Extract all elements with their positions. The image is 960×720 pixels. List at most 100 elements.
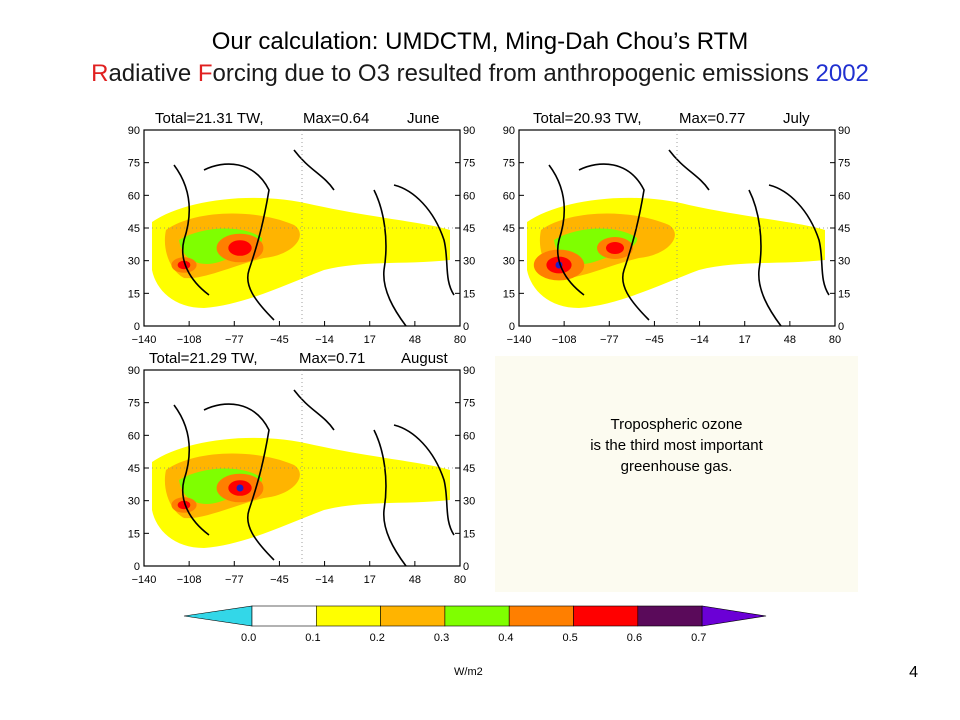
lon-tick-label: −108 (177, 334, 202, 346)
slide-title-line1: Our calculation: UMDCTM, Ming-Dah Chou’s… (211, 28, 749, 55)
lat-tick-label-left: 90 (128, 365, 140, 377)
lat-tick-label-right: 30 (463, 496, 475, 508)
forcing-region-0.6 (177, 260, 191, 270)
lon-tick-label: −14 (315, 574, 334, 586)
lat-tick-label-right: 90 (463, 365, 475, 377)
lat-tick-label-right: 15 (838, 288, 850, 300)
map-content (143, 129, 461, 327)
lat-tick-label-right: 75 (463, 158, 475, 170)
lon-tick-label: 17 (364, 334, 376, 346)
colorbar-tick-label: 0.7 (691, 632, 707, 644)
lat-tick-label-left: 0 (134, 321, 140, 333)
lon-tick-label: −45 (270, 334, 289, 346)
panel-max: Max=0.71 (299, 350, 366, 367)
lat-tick-label-left: 90 (128, 125, 140, 137)
map-panel-july: Total=20.93 TW, Max=0.77 July 90 90 75 75 60… (493, 110, 863, 350)
coastline (173, 389, 455, 567)
panel-max: Max=0.64 (303, 110, 370, 127)
colorbar-segment (315, 605, 381, 627)
lon-tick-label: 48 (409, 334, 421, 346)
lat-tick-label-right: 75 (838, 158, 850, 170)
lat-tick-label-left: 60 (128, 430, 140, 442)
lon-tick-label: 48 (409, 574, 421, 586)
note-line-2: is the third most important (590, 437, 763, 454)
lon-tick-label: −45 (645, 334, 664, 346)
panel-total: Total=20.93 TW, (533, 110, 642, 127)
colorbar-tick-label: 0.1 (305, 632, 321, 644)
lat-tick-label-left: 45 (503, 223, 515, 235)
title-text-1: adiative (108, 60, 198, 87)
lat-tick-label-left: 60 (128, 190, 140, 202)
colorbar-tick-label: 0.3 (433, 632, 450, 644)
lat-tick-label-right: 90 (838, 125, 850, 137)
lat-tick-label-left: 15 (128, 288, 140, 300)
map-panel-june: Total=21.31 TW, Max=0.64 June 90 90 75 75 60… (118, 110, 488, 350)
lat-tick-label-right: 0 (838, 321, 844, 333)
lon-tick-label: −140 (132, 574, 157, 586)
lat-tick-label-left: 30 (128, 256, 140, 268)
lat-tick-label-left: 75 (128, 158, 140, 170)
colorbar-tick-label: 0.5 (562, 632, 578, 644)
coastline (173, 149, 455, 327)
lat-tick-label-right: 75 (463, 398, 475, 410)
lon-tick-label: 17 (364, 574, 376, 586)
colorbar (183, 605, 767, 627)
lon-tick-label: −77 (600, 334, 619, 346)
note-text: Tropospheric ozone is the third most imp… (495, 414, 858, 477)
lat-tick-label-left: 15 (503, 288, 515, 300)
panel-month: August (401, 350, 448, 367)
lat-tick-label-right: 0 (463, 561, 469, 573)
slide-title-line2: Radiative Forcing due to O3 resulted fro… (0, 60, 960, 88)
page-number: 4 (909, 664, 918, 681)
note-line-3: greenhouse gas. (620, 458, 733, 475)
lat-tick-label-left: 30 (503, 256, 515, 268)
coastline (548, 149, 830, 327)
lat-tick-label-left: 60 (503, 190, 515, 202)
colorbar-segment (380, 605, 446, 627)
lat-tick-label-right: 45 (838, 223, 850, 235)
lat-tick-label-right: 15 (463, 288, 475, 300)
title-year: 2002 (815, 60, 869, 87)
lon-tick-label: −14 (690, 334, 709, 346)
note-box: Tropospheric ozone is the third most imp… (495, 356, 858, 592)
colorbar-segment (573, 605, 639, 627)
panel-month: June (407, 110, 440, 127)
lat-tick-label-left: 75 (503, 158, 515, 170)
colorbar-segment (444, 605, 510, 627)
note-line-1: Tropospheric ozone (610, 416, 743, 433)
colorbar-unit: W/m2 (454, 666, 483, 678)
lat-tick-label-left: 15 (128, 528, 140, 540)
panel-month: July (783, 110, 810, 127)
lon-tick-label: −108 (177, 574, 202, 586)
lat-tick-label-right: 15 (463, 528, 475, 540)
title-letter-f: F (197, 60, 213, 87)
lat-tick-label-right: 45 (463, 463, 475, 475)
lon-tick-label: −77 (225, 334, 244, 346)
lon-tick-label: −108 (552, 334, 577, 346)
map-panel-august: Total=21.29 TW, Max=0.71 August 90 90 75 75… (118, 350, 488, 595)
colorbar-upper-arrow (701, 605, 767, 627)
colorbar-tick-label: 0.4 (498, 632, 514, 644)
lat-tick-label-left: 30 (128, 496, 140, 508)
lon-tick-label: −140 (132, 334, 157, 346)
lat-tick-label-right: 90 (463, 125, 475, 137)
forcing-region-0.6 (606, 242, 624, 254)
lat-tick-label-left: 45 (128, 223, 140, 235)
lon-tick-label: 80 (829, 334, 841, 346)
lat-tick-label-right: 60 (463, 190, 475, 202)
panel-total: Total=21.29 TW, (149, 350, 258, 367)
panel-total: Total=21.31 TW, (155, 110, 264, 127)
colorbar-lower-arrow (183, 605, 253, 627)
map-content (143, 369, 461, 567)
colorbar-segment (508, 605, 574, 627)
forcing-region-0.6 (177, 500, 191, 510)
lon-tick-label: 80 (454, 334, 466, 346)
lat-tick-label-left: 45 (128, 463, 140, 475)
lon-tick-label: −14 (315, 334, 334, 346)
lat-tick-label-left: 0 (134, 561, 140, 573)
colorbar-segment (251, 605, 317, 627)
colorbar-segment (637, 605, 703, 627)
